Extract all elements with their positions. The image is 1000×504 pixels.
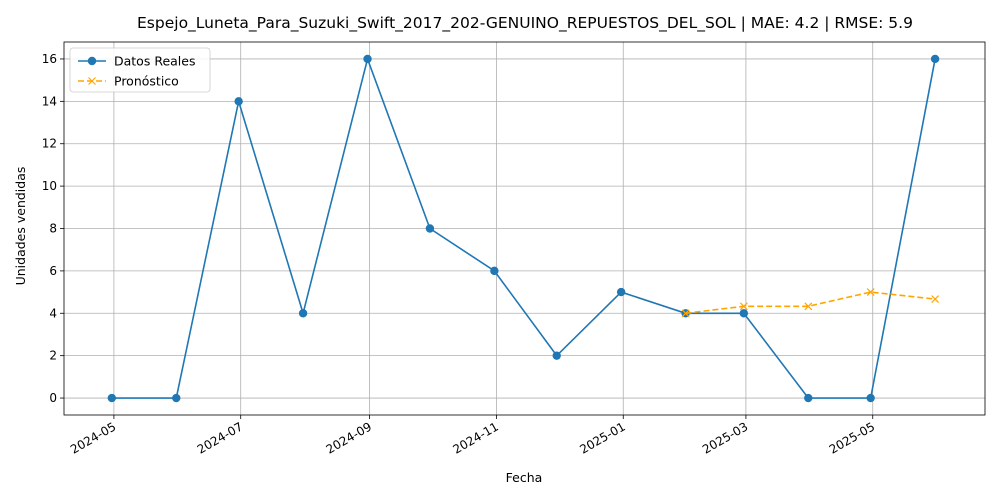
y-tick: 14 [42, 94, 64, 108]
y-tick: 16 [42, 52, 64, 66]
data-point [804, 302, 813, 311]
x-tick: 2025-03 [700, 415, 750, 457]
x-tick-label: 2024-09 [324, 419, 374, 456]
x-tick: 2024-09 [324, 415, 374, 457]
y-tick: 12 [42, 137, 64, 151]
x-tick: 2024-05 [68, 415, 118, 457]
data-point [234, 97, 243, 106]
legend-label: Pronóstico [114, 74, 179, 89]
data-point [107, 393, 117, 403]
data-point [931, 295, 940, 303]
data-point [866, 288, 875, 297]
legend-marker [87, 56, 97, 66]
x-axis: 2024-05 2024-07 2024-09 2024-11 2025-01 2025-… [68, 415, 877, 457]
data-point [866, 393, 875, 403]
x-tick-label: 2025-03 [700, 419, 750, 456]
y-tick: 0 [49, 391, 64, 405]
series-pronostico [681, 288, 940, 318]
data-point [490, 266, 499, 276]
data-point [804, 393, 813, 403]
x-tick-label: 2024-11 [451, 419, 501, 456]
chart-title: Espejo_Luneta_Para_Suzuki_Swift_2017_202… [137, 14, 913, 33]
data-point [681, 309, 690, 318]
data-point [425, 224, 435, 233]
x-tick: 2024-07 [195, 415, 245, 457]
data-point [298, 309, 308, 318]
legend-entry: Pronóstico [78, 74, 179, 89]
series-datos-reales [107, 54, 940, 403]
data-point [172, 393, 181, 403]
x-tick-label: 2024-05 [68, 419, 118, 456]
y-axis: 0 2 4 6 8 10 12 14 16 [42, 52, 64, 405]
y-tick: 2 [49, 349, 64, 363]
x-tick: 2025-05 [827, 415, 877, 457]
data-point [363, 54, 372, 64]
series-line [685, 291, 936, 315]
y-tick-label: 16 [42, 52, 57, 66]
x-tick: 2025-01 [577, 415, 628, 457]
grid-lines [64, 42, 985, 415]
y-tick: 10 [42, 179, 64, 193]
x-tick-label: 2025-01 [577, 419, 627, 456]
series-line [111, 56, 936, 399]
y-tick-label: 0 [49, 391, 57, 405]
y-tick: 8 [49, 222, 64, 236]
y-tick: 6 [49, 264, 64, 278]
series-layer [107, 54, 940, 403]
y-axis-label: Unidades vendidas [13, 167, 28, 286]
x-tick: 2024-11 [451, 415, 501, 457]
legend-marker [88, 77, 96, 85]
y-tick-label: 8 [49, 222, 57, 236]
legend-label: Datos Reales [114, 54, 195, 69]
y-tick-label: 6 [49, 264, 57, 278]
y-tick-label: 4 [49, 306, 57, 320]
data-point [616, 287, 626, 297]
y-tick-label: 14 [42, 94, 57, 108]
y-tick: 4 [49, 306, 64, 320]
data-point [739, 309, 749, 318]
legend: Datos Reales Pronóstico [69, 47, 211, 93]
x-axis-label: Fecha [506, 470, 543, 485]
y-tick-label: 10 [42, 179, 57, 193]
y-tick-label: 12 [42, 137, 57, 151]
data-point [552, 351, 561, 360]
y-tick-label: 2 [49, 349, 57, 363]
data-point [930, 54, 940, 64]
x-tick-label: 2025-05 [827, 419, 877, 456]
x-tick-label: 2024-07 [195, 419, 245, 456]
data-point [739, 302, 748, 311]
legend-entry: Datos Reales [78, 54, 195, 69]
